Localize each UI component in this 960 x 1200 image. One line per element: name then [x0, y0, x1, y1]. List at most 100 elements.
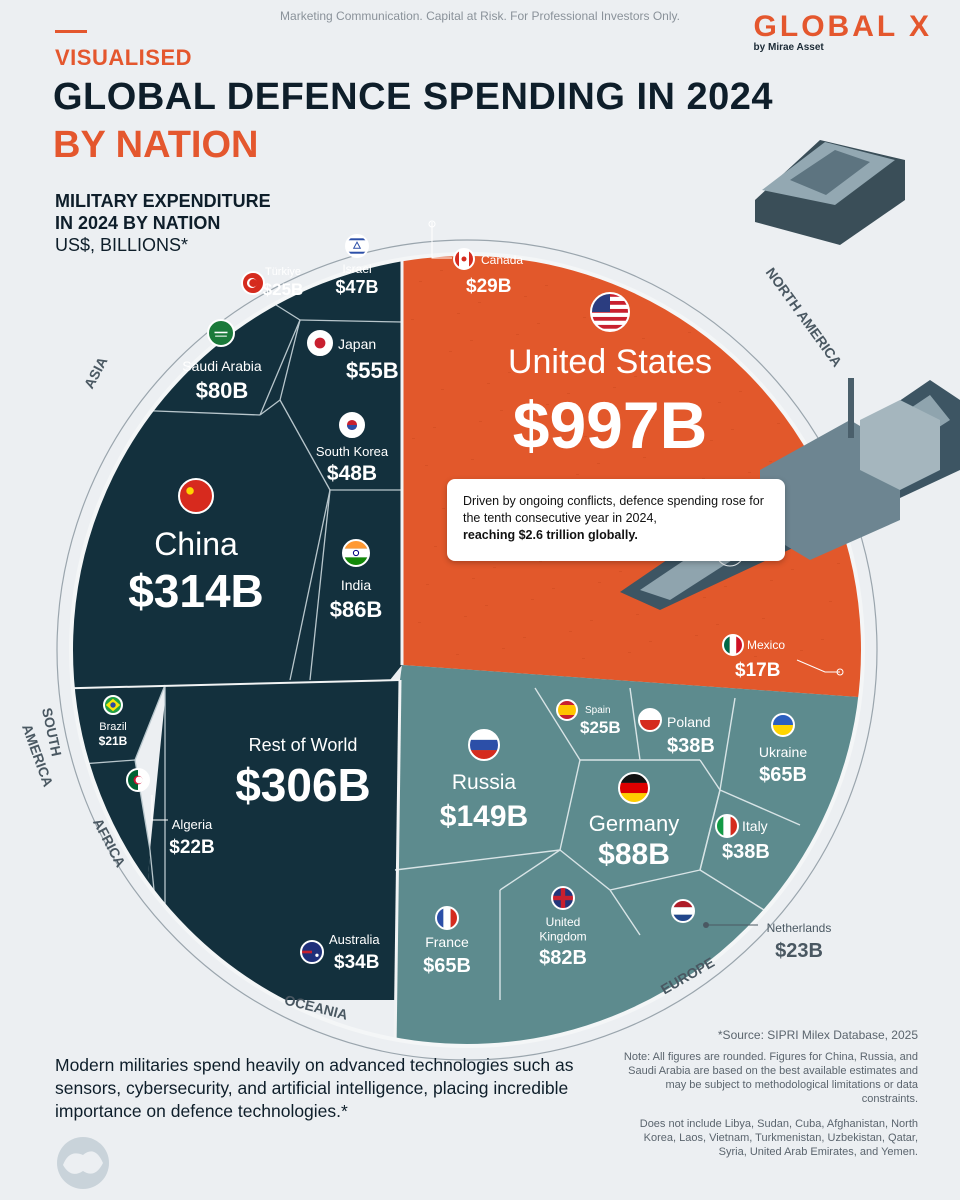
cell-value-saudi-arabia: $80B	[196, 378, 249, 403]
texture-mark	[456, 654, 459, 655]
texture-mark	[844, 406, 847, 407]
cell-label-france: France	[425, 934, 469, 950]
texture-mark	[777, 423, 780, 424]
texture-mark	[612, 268, 615, 269]
cell-label-saudi-arabia: Saudi Arabia	[182, 358, 262, 374]
canada-flag	[454, 249, 474, 269]
texture-mark	[860, 330, 863, 331]
texture-mark	[724, 586, 727, 587]
ukraine-flag-ring	[771, 713, 795, 737]
border-line-asia-1	[259, 399, 281, 416]
texture-mark	[569, 631, 572, 632]
texture-mark	[411, 319, 414, 320]
texture-mark	[776, 304, 779, 305]
texture-mark	[470, 340, 473, 341]
border-line-asia-17	[259, 319, 301, 416]
texture-mark	[410, 200, 413, 201]
texture-mark	[516, 334, 519, 335]
texture-mark	[412, 438, 415, 439]
texture-mark	[696, 294, 699, 295]
texture-mark	[851, 249, 854, 250]
brand-logo: GLOBAL X by Mirae Asset	[754, 10, 932, 53]
australia-flag	[301, 941, 323, 963]
ukraine-flag	[772, 714, 794, 736]
cell-label-china: China	[154, 526, 238, 562]
texture-mark	[701, 359, 704, 360]
texture-mark	[591, 279, 594, 280]
texture-mark	[717, 283, 720, 284]
brazil-flag	[104, 696, 122, 714]
texture-mark	[537, 323, 540, 324]
cell-brazil	[71, 685, 165, 770]
mexico-flag-ring	[722, 634, 744, 656]
texture-mark	[769, 461, 772, 462]
korea-flag-ring	[339, 412, 365, 438]
cell-label-israel: Israel	[342, 262, 371, 276]
border-line-europe-4	[629, 687, 641, 761]
divider-europe	[393, 679, 402, 1046]
texture-mark	[718, 402, 721, 403]
cell-label-brazil: Brazil	[99, 721, 127, 733]
texture-mark	[494, 226, 497, 227]
algeria-flag-ring	[126, 768, 150, 792]
texture-mark	[425, 465, 428, 466]
texture-mark	[733, 207, 736, 208]
texture-mark	[755, 315, 758, 316]
texture-mark	[419, 281, 422, 282]
texture-mark	[666, 224, 669, 225]
leader-dot-canada	[428, 220, 436, 228]
texture-mark	[710, 440, 713, 441]
border-line-europe-7	[394, 849, 561, 871]
texture-mark	[649, 641, 652, 642]
exclusion-note: Does not include Libya, Sudan, Cuba, Afg…	[639, 1118, 918, 1158]
texture-mark	[843, 287, 846, 288]
cell-label-india: India	[341, 577, 372, 593]
texture-mark	[703, 597, 706, 598]
cell-label-united-states: United States	[508, 343, 712, 381]
texture-mark	[746, 234, 749, 235]
texture-mark	[552, 588, 555, 589]
turkiye-flag-ring	[241, 271, 265, 295]
border-line-europe-14	[699, 789, 721, 871]
cell-label-germany: Germany	[589, 811, 679, 836]
texture-mark	[651, 419, 654, 420]
texture-mark	[584, 436, 587, 437]
texture-mark	[538, 442, 541, 443]
cell-value-algeria: $22B	[169, 837, 214, 858]
uk-flag-ring	[551, 886, 575, 910]
texture-mark	[619, 571, 622, 572]
texture-mark	[485, 605, 488, 606]
border-line-europe-6	[559, 759, 581, 851]
poland-flag-ring	[638, 708, 662, 732]
texture-mark	[793, 347, 796, 348]
cell-label-italy: Italy	[742, 818, 768, 834]
texture-mark	[426, 584, 429, 585]
texture-mark	[875, 595, 878, 596]
texture-mark	[493, 567, 496, 568]
texture-mark	[770, 580, 773, 581]
border-line-europe-2	[699, 759, 721, 791]
cell-rest-of-world	[140, 680, 400, 1000]
page-title: GLOBAL DEFENCE SPENDING IN 2024	[53, 76, 774, 118]
japan-flag-ring	[307, 330, 333, 356]
cell-value-spain: $25B	[580, 718, 621, 737]
cell-value-south-korea: $48B	[327, 462, 377, 485]
cell-value-rest-of-world: $306B	[235, 759, 371, 811]
texture-mark	[658, 262, 661, 263]
germany-flag-ring	[618, 772, 650, 804]
texture-mark	[754, 656, 757, 657]
texture-mark	[822, 298, 825, 299]
cell-value-india: $86B	[330, 597, 383, 622]
texture-mark	[442, 508, 445, 509]
cell-label-canada: Canada	[481, 253, 523, 267]
kicker: VISUALISED	[55, 45, 193, 70]
texture-mark	[867, 633, 870, 634]
rounding-note: Note: All figures are rounded. Figures f…	[623, 1051, 918, 1105]
cell-value-united-states: $997B	[513, 388, 708, 462]
texture-mark	[791, 569, 794, 570]
cell-label-netherlands: Netherlands	[767, 921, 832, 935]
cell-value-china: $314B	[128, 565, 264, 617]
israel-flag	[346, 235, 368, 257]
accent-line	[55, 30, 87, 33]
